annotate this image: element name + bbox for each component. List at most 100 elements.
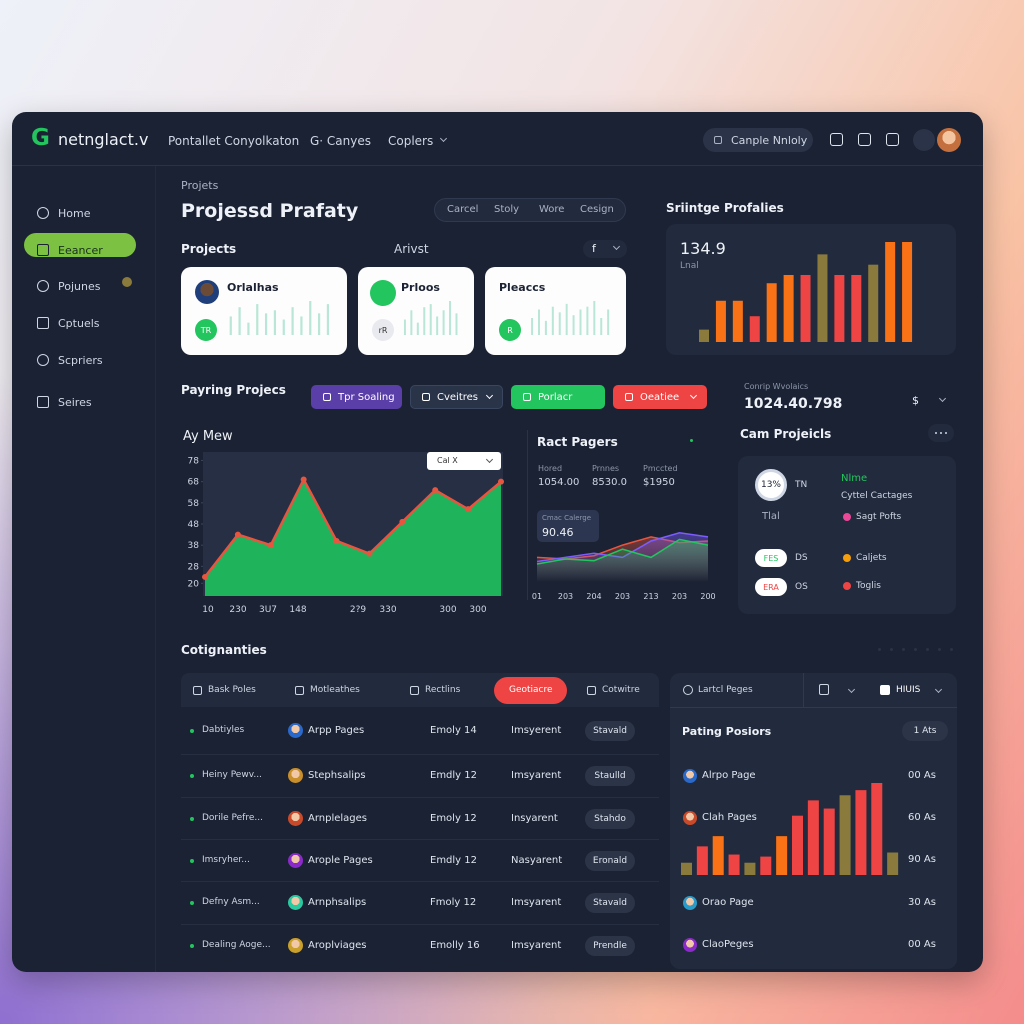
button-label: Porlacr [538, 392, 573, 403]
bar [579, 309, 582, 335]
icon-button[interactable] [858, 133, 871, 146]
section-title: Sriintge Profalies [666, 201, 784, 215]
dot [926, 648, 929, 651]
nav-item[interactable]: G· Canyes [310, 134, 372, 148]
dot [950, 648, 953, 651]
nav-item[interactable]: Pontallet Conyolkaton [168, 134, 300, 148]
status-dot [190, 729, 194, 733]
stat-value: 8530.0 [592, 477, 627, 488]
tab-active[interactable] [494, 677, 567, 704]
icon-button[interactable] [886, 133, 899, 146]
cell-date: Emoly 12 [430, 813, 477, 824]
cell-button[interactable]: Eronald [585, 851, 635, 871]
tab-group [434, 198, 626, 222]
sidebar-item[interactable]: Seires [58, 396, 92, 409]
pages-tab[interactable]: Lartcl Peges [698, 685, 753, 695]
nav-item[interactable]: Coplers [388, 134, 434, 148]
pages-title: Pating Posiors [682, 725, 772, 738]
bar [586, 306, 589, 335]
dot [690, 439, 693, 442]
filter-pill[interactable] [583, 240, 627, 258]
tab[interactable]: Stoly [494, 204, 520, 215]
button-label: Cveitres [437, 392, 479, 403]
cell-button[interactable]: Stahdo [585, 809, 635, 829]
table-tab[interactable]: Motleathes [310, 685, 360, 695]
page-value: 00 As [908, 939, 936, 950]
cell-name: Dabtiyles [202, 725, 245, 735]
action-button[interactable] [613, 385, 707, 409]
section-title: Projects [181, 242, 237, 256]
icon-button[interactable] [830, 133, 843, 146]
action-button[interactable] [311, 385, 402, 409]
cell-date: Emdly 12 [430, 855, 478, 866]
pages-button[interactable]: HIUIS [896, 685, 921, 695]
mini-bar-chart [403, 301, 458, 335]
bar [282, 319, 285, 335]
cell-page: Arpp Pages [308, 725, 365, 736]
icon-button[interactable] [819, 684, 829, 695]
row-divider [181, 881, 659, 882]
bar [851, 274, 862, 342]
avatar [683, 811, 697, 825]
table-tab[interactable]: Rectlins [425, 685, 461, 695]
sidebar-item[interactable]: Eeancer [58, 244, 103, 257]
cell-page: Arnplelages [308, 813, 368, 824]
sidebar-active [24, 233, 136, 257]
sidebar-item[interactable]: Cptuels [58, 317, 100, 330]
tab[interactable]: Wore [539, 204, 565, 215]
section-subtitle: Arivst [394, 242, 429, 256]
cell-page: Arnphsalips [308, 897, 367, 908]
bar-chart [681, 783, 899, 875]
cell-date: Emolly 16 [430, 940, 480, 951]
stat-label: Prnnes [592, 464, 620, 473]
cell-button[interactable]: Stavald [585, 721, 635, 741]
cell-button[interactable]: Prendle [585, 936, 635, 956]
sidebar-item[interactable]: Scpriers [58, 354, 103, 367]
table-tab[interactable]: Bask Poles [208, 685, 256, 695]
bar [593, 301, 596, 335]
filter-text: f [592, 242, 596, 255]
dropdown[interactable] [427, 452, 501, 470]
sidebar-item[interactable]: Home [58, 207, 91, 220]
status-dot [190, 944, 194, 948]
ring-side: TN [795, 480, 808, 490]
divider [527, 430, 528, 600]
bar [273, 310, 277, 335]
table-tab[interactable]: Cotwitre [602, 685, 640, 695]
icon-button[interactable] [913, 129, 935, 151]
avatar [288, 723, 303, 738]
avatar [370, 280, 396, 306]
tab[interactable]: Carcel [447, 204, 479, 215]
cell-button[interactable]: Stavald [585, 893, 635, 913]
cell-button[interactable]: Staulld [585, 766, 635, 786]
bar [291, 307, 294, 335]
row-divider [181, 924, 659, 925]
bar [823, 808, 835, 875]
cell-name: Heiny Pewv... [202, 770, 262, 780]
status-dot [190, 817, 194, 821]
cell-status: Insyarent [511, 813, 558, 824]
bar [800, 274, 811, 342]
avatar [288, 938, 303, 953]
sidebar-icon [37, 207, 49, 219]
cell-status: Imsyarent [511, 897, 562, 908]
cell-page: Stephsalips [308, 770, 366, 781]
bar [256, 304, 259, 335]
avatar [683, 769, 697, 783]
bar [792, 815, 803, 875]
card-badge: rR [372, 319, 394, 341]
action-button[interactable] [511, 385, 605, 409]
bar [558, 312, 561, 335]
tab[interactable]: Cesign [580, 204, 614, 215]
table-tab[interactable]: Geotiacre [509, 685, 553, 695]
bar [749, 316, 760, 342]
sidebar-item[interactable]: Pojunes [58, 280, 101, 293]
bar [715, 300, 726, 342]
cell-date: Fmoly 12 [430, 897, 477, 908]
tab-icon [587, 686, 596, 695]
action-button[interactable] [410, 385, 503, 409]
cell-page: Arople Pages [308, 855, 373, 866]
legend-dot [843, 513, 851, 521]
page-name: Clah Pages [702, 812, 757, 823]
